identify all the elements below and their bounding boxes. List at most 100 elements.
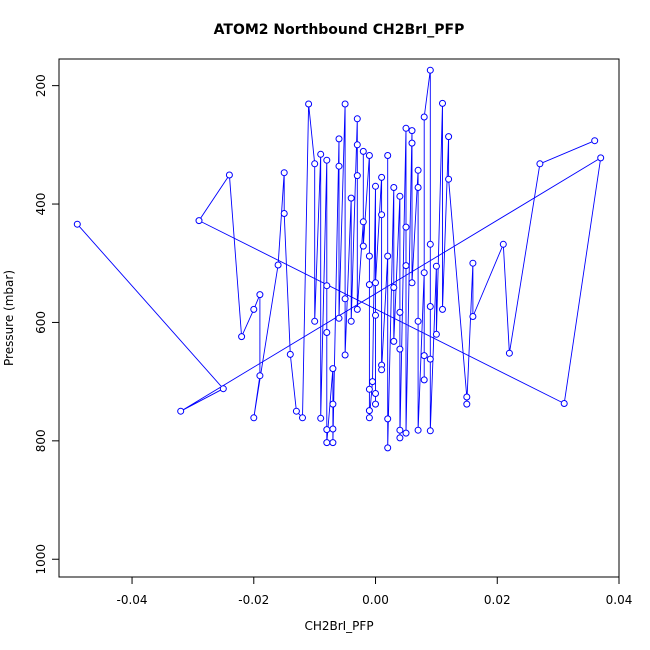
- data-point: [463, 393, 471, 401]
- y-tick-label: 800: [34, 429, 48, 452]
- chart-title: ATOM2 Northbound CH2BrI_PFP: [214, 22, 465, 38]
- data-point: [347, 317, 355, 325]
- data-point: [365, 385, 373, 393]
- data-point: [323, 426, 331, 434]
- data-point: [329, 400, 337, 408]
- data-point: [372, 182, 379, 190]
- data-point: [353, 115, 361, 123]
- data-point: [341, 295, 349, 303]
- data-point: [420, 269, 428, 277]
- data-point: [426, 66, 434, 74]
- data-point: [250, 305, 258, 313]
- data-point: [365, 407, 373, 415]
- data-point: [335, 135, 343, 143]
- data-point: [335, 314, 343, 322]
- data-point: [439, 99, 446, 107]
- data-point: [280, 210, 288, 217]
- data-point: [420, 352, 428, 360]
- series-group: [73, 66, 605, 452]
- data-point: [238, 333, 246, 341]
- x-axis-label: CH2BrI_PFP: [304, 619, 373, 633]
- data-point: [396, 434, 404, 442]
- data-point: [323, 282, 331, 290]
- data-point: [274, 261, 282, 269]
- data-point: [390, 337, 398, 345]
- data-point: [341, 100, 349, 108]
- data-point: [256, 372, 264, 380]
- y-tick-label: 200: [34, 74, 48, 97]
- data-point: [329, 365, 337, 373]
- data-point: [365, 252, 373, 260]
- data-point: [390, 284, 398, 291]
- data-point: [414, 317, 422, 325]
- data-point: [426, 240, 434, 248]
- data-point: [378, 173, 386, 181]
- data-point: [369, 378, 376, 386]
- data-point: [384, 444, 392, 452]
- data-point: [378, 211, 386, 219]
- x-tick-label: 0.02: [484, 593, 511, 607]
- data-point: [317, 150, 325, 158]
- data-point: [414, 184, 422, 191]
- data-point: [499, 240, 507, 248]
- data-point: [402, 262, 410, 270]
- data-point: [591, 137, 599, 145]
- data-point: [329, 425, 337, 433]
- x-tick-label: 0.04: [606, 593, 633, 607]
- data-point: [597, 154, 605, 162]
- data-point: [365, 281, 373, 289]
- x-tick-label: -0.04: [117, 593, 148, 607]
- data-point: [469, 259, 477, 267]
- data-point: [396, 426, 404, 434]
- data-point: [292, 407, 300, 415]
- data-point: [432, 330, 440, 338]
- data-point: [305, 100, 313, 108]
- data-point: [396, 345, 404, 353]
- data-point: [420, 376, 428, 384]
- data-point: [560, 400, 568, 407]
- data-point: [402, 124, 410, 132]
- data-point: [384, 152, 392, 159]
- data-point: [341, 351, 349, 359]
- y-tick-label: 400: [34, 193, 48, 216]
- data-point: [505, 349, 513, 357]
- data-point: [353, 141, 361, 149]
- data-point: [280, 169, 288, 177]
- data-point: [359, 242, 367, 250]
- data-point: [378, 366, 386, 374]
- data-point: [536, 160, 544, 168]
- data-point: [408, 139, 416, 147]
- data-point: [390, 184, 398, 191]
- data-point: [445, 133, 453, 141]
- data-point: [311, 317, 319, 325]
- data-point: [402, 223, 410, 231]
- data-point: [311, 160, 319, 168]
- data-point: [408, 279, 416, 287]
- data-point: [323, 439, 331, 447]
- data-point: [384, 415, 392, 423]
- data-point: [353, 172, 361, 180]
- data-point: [432, 262, 440, 270]
- data-point: [256, 291, 264, 299]
- data-point: [469, 313, 477, 320]
- y-tick-label: 1000: [34, 544, 48, 575]
- y-axis-label: Pressure (mbar): [2, 270, 16, 366]
- plot-layer: [73, 66, 605, 452]
- data-point: [402, 429, 410, 437]
- data-point: [195, 217, 203, 225]
- data-point: [359, 147, 367, 155]
- x-tick-label: -0.02: [238, 593, 269, 607]
- data-point: [225, 171, 233, 179]
- data-point: [420, 113, 428, 121]
- plot-frame: [58, 58, 620, 578]
- data-point: [219, 385, 227, 393]
- y-tick-label: 600: [34, 311, 48, 334]
- data-point: [323, 329, 331, 336]
- data-point: [372, 400, 379, 408]
- data-point: [73, 220, 81, 228]
- data-point: [177, 407, 185, 415]
- data-point: [286, 350, 294, 358]
- data-point: [445, 175, 453, 183]
- data-point: [329, 439, 337, 447]
